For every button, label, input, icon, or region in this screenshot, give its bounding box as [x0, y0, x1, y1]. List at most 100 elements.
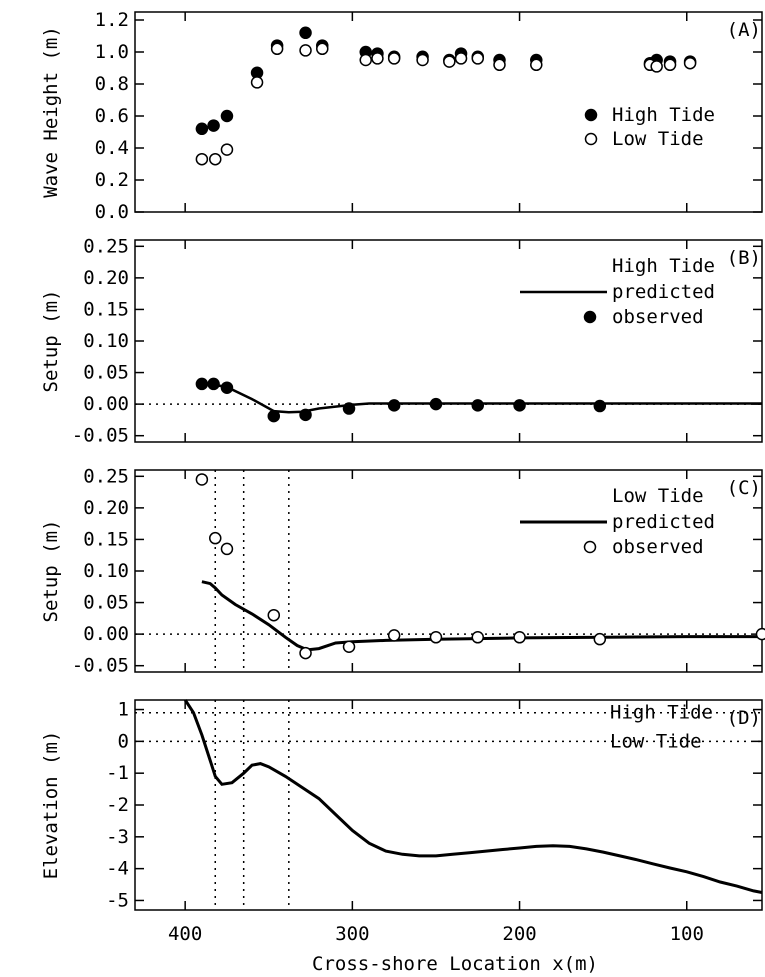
y-tick-label: 0.6	[95, 105, 129, 127]
data-point	[267, 409, 281, 423]
legend-label: predicted	[612, 511, 715, 533]
y-tick-label: 0.25	[83, 235, 129, 257]
tide-level-label: High Tide	[610, 702, 713, 724]
data-point	[663, 58, 677, 72]
panel-letter: (D)	[727, 707, 761, 729]
legend-title: Low Tide	[612, 485, 704, 507]
data-point	[755, 627, 765, 641]
y-tick-label: 1	[118, 699, 129, 721]
data-point	[513, 631, 526, 644]
y-tick-label: 0.20	[83, 267, 129, 289]
data-point	[471, 399, 485, 412]
y-axis-label: Elevation (m)	[40, 731, 62, 880]
data-point	[209, 531, 222, 545]
y-tick-label: -4	[106, 858, 129, 880]
data-point	[316, 42, 329, 56]
data-point	[195, 122, 209, 136]
data-point	[195, 473, 209, 486]
y-tick-label: 0.10	[83, 560, 129, 582]
data-point	[220, 381, 234, 394]
x-tick-label: 100	[670, 923, 704, 945]
legend-label: Low Tide	[612, 128, 704, 150]
y-tick-label: 0.25	[83, 465, 129, 487]
y-tick-label: 0.8	[95, 73, 129, 95]
y-tick-label: 0.15	[83, 528, 129, 550]
y-tick-label: 0.4	[95, 137, 129, 159]
series-bathymetry	[183, 699, 763, 894]
data-point	[250, 76, 264, 89]
legend-label: predicted	[612, 281, 715, 303]
y-tick-label: 0.00	[83, 393, 129, 415]
data-point	[683, 56, 697, 70]
legend-marker-observed	[583, 540, 597, 554]
data-point	[270, 42, 284, 56]
x-tick-label: 400	[168, 923, 202, 945]
plot-frame	[134, 11, 763, 213]
y-tick-label: -0.05	[72, 655, 129, 677]
data-point	[513, 399, 526, 412]
data-point	[387, 629, 401, 642]
data-point	[209, 152, 222, 166]
data-point	[220, 143, 234, 156]
legend-label: observed	[612, 536, 704, 558]
y-tick-label: 0.0	[95, 201, 129, 223]
series-predicted	[200, 382, 762, 414]
legend-marker-observed	[583, 310, 597, 324]
data-point	[471, 52, 485, 65]
tide-level-label: Low Tide	[610, 730, 702, 752]
legend: High Tide predicted observed	[520, 255, 715, 328]
x-tick-label: 200	[502, 923, 536, 945]
panel-c: -0.05 0.00 0.05 0.10 0.15 0.20 0.25 Setup (m) (C…	[40, 465, 765, 677]
data-point	[220, 542, 234, 556]
y-axis-label: Setup (m)	[40, 520, 62, 623]
panel-a: 0.0 0.2 0.4 0.6 0.8 1.0 1.2 Wave Height (m) (A) H…	[40, 9, 763, 223]
y-tick-label: 0	[118, 730, 129, 752]
series-low-tide	[195, 42, 697, 166]
panel-b: -0.05 0.00 0.05 0.10 0.15 0.20 0.25 Setup (m) (B…	[40, 235, 763, 447]
legend-marker-high-tide	[584, 108, 598, 122]
y-tick-label: 1.0	[95, 41, 129, 63]
legend: Low Tide predicted observed	[520, 485, 715, 558]
x-axis: 400 300 200 100	[168, 923, 704, 945]
y-tick-label: 0.05	[83, 592, 129, 614]
y-tick-label: -0.05	[72, 425, 129, 447]
y-axis-label: Wave Height (m)	[40, 26, 62, 198]
series-line	[183, 699, 763, 894]
data-point	[267, 608, 281, 622]
y-tick-label: 1.2	[95, 9, 129, 31]
y-tick-label: 0.05	[83, 362, 129, 384]
data-point	[387, 399, 401, 412]
data-point	[342, 402, 356, 415]
data-point	[299, 44, 312, 57]
y-tick-label: 0.10	[83, 330, 129, 352]
data-point	[195, 377, 209, 391]
data-point	[454, 52, 468, 65]
panel-letter: (A)	[727, 19, 761, 41]
legend-marker-low-tide	[584, 132, 598, 146]
y-tick-label: -1	[106, 762, 129, 784]
panel-d: -5 -4 -3 -2 -1 0 1 Elevation (m) (D) High Tide Low…	[40, 699, 763, 911]
series-observed	[195, 377, 607, 423]
data-point	[299, 26, 312, 40]
data-point	[387, 52, 401, 65]
data-point	[416, 53, 429, 67]
panel-letter: (C)	[727, 477, 761, 499]
y-tick-label: -3	[106, 826, 129, 848]
y-tick-label: 0.15	[83, 298, 129, 320]
y-tick-label: -2	[106, 794, 129, 816]
y-tick-label: -5	[106, 889, 129, 911]
data-point	[530, 58, 543, 72]
data-point	[593, 632, 607, 646]
data-point	[195, 152, 209, 166]
data-point	[371, 52, 384, 65]
x-tick-label: 300	[335, 923, 369, 945]
y-tick-label: 0.00	[83, 623, 129, 645]
data-point	[593, 399, 607, 413]
legend-title: High Tide	[612, 255, 715, 277]
data-point	[493, 58, 506, 72]
series-observed	[195, 473, 765, 660]
series-line	[200, 382, 762, 414]
data-point	[650, 60, 663, 73]
